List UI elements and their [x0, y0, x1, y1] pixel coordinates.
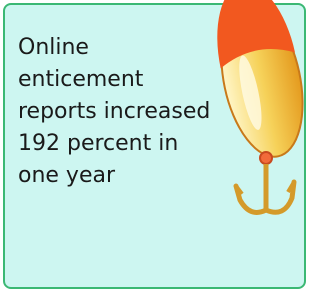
headline: Online enticement reports increased 192 …: [18, 32, 210, 192]
headline-line: 192 percent in: [18, 128, 210, 160]
headline-line: enticement: [18, 64, 210, 96]
headline-line: one year: [18, 160, 210, 192]
page: Online enticement reports increased 192 …: [0, 0, 309, 292]
headline-line: Online: [18, 32, 210, 64]
headline-line: reports increased: [18, 96, 210, 128]
